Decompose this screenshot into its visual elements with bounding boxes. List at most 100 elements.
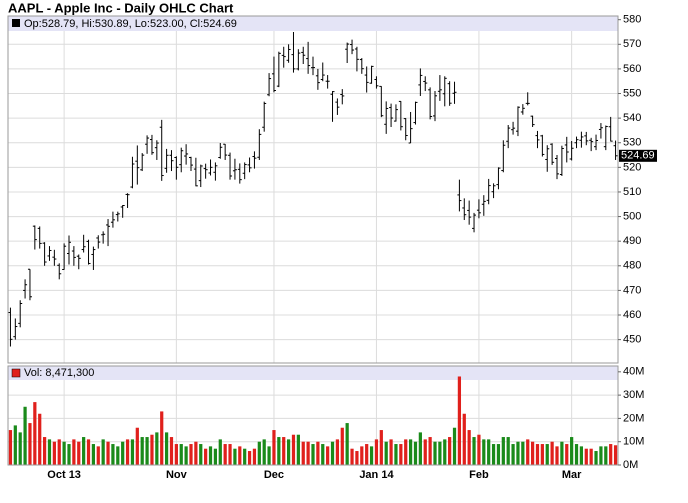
- y-tick-label: 10M: [623, 436, 644, 448]
- last-price-label: 524.69: [621, 150, 655, 162]
- volume-bar: [526, 439, 530, 465]
- volume-bar: [272, 430, 276, 465]
- y-tick-label: 570: [623, 38, 641, 50]
- y-tick-label: 460: [623, 309, 641, 321]
- y-tick-label: 480: [623, 260, 641, 272]
- volume-bar: [189, 444, 193, 465]
- y-tick-label: 450: [623, 334, 641, 346]
- volume-bar: [184, 446, 188, 465]
- volume-bar: [267, 446, 271, 465]
- volume-bar: [511, 444, 515, 465]
- volume-bar: [540, 444, 544, 465]
- x-tick-label: Dec: [264, 469, 284, 481]
- volume-bar: [462, 413, 466, 465]
- volume-bar: [433, 441, 437, 465]
- volume-bar: [487, 439, 491, 465]
- volume-bar: [86, 439, 91, 465]
- y-tick-label: 30M: [623, 389, 644, 401]
- price-header: Op:528.79, Hi:530.89, Lo:523.00, Cl:524.…: [24, 18, 237, 30]
- volume-bar: [145, 437, 149, 465]
- volume-bar: [438, 441, 442, 465]
- volume-bar: [252, 448, 257, 465]
- volume-bar: [106, 441, 110, 465]
- volume-bar: [18, 432, 22, 465]
- volume-bar: [77, 441, 81, 465]
- x-tick-label: Mar: [562, 469, 582, 481]
- volume-bar: [452, 427, 457, 465]
- volume-bar: [399, 444, 403, 465]
- volume-bar: [594, 451, 598, 465]
- volume-bar: [428, 437, 432, 465]
- volume-bar: [213, 448, 218, 465]
- y-tick-label: 0M: [623, 459, 638, 471]
- volume-bar: [160, 411, 164, 465]
- volume-bar: [52, 441, 56, 465]
- volume-bar: [369, 446, 374, 465]
- volume-bar: [413, 441, 418, 465]
- volume-bar: [311, 444, 315, 465]
- volume-bar: [125, 439, 130, 465]
- volume-bar: [247, 451, 252, 465]
- volume-bar: [330, 441, 335, 465]
- price-frame: [7, 15, 619, 364]
- volume-bar: [233, 448, 237, 465]
- volume-bar: [204, 448, 208, 465]
- y-tick-label: 470: [623, 284, 641, 296]
- y-tick-label: 580: [623, 14, 641, 26]
- volume-bar: [408, 439, 413, 465]
- volume-bar: [355, 451, 359, 465]
- volume-bar: [599, 446, 603, 465]
- volume-bar: [13, 425, 17, 465]
- volume-header: Vol: 8,471,300: [24, 367, 94, 379]
- volume-bar: [218, 439, 222, 465]
- volume-bar: [506, 437, 510, 465]
- volume-bar: [448, 437, 452, 465]
- volume-bar: [277, 437, 281, 465]
- volume-bar: [121, 441, 125, 465]
- volume-bar: [223, 444, 227, 465]
- volume-bar: [164, 432, 169, 465]
- last-price-tag: [619, 149, 657, 162]
- volume-bar: [72, 439, 76, 465]
- volume-bar: [62, 441, 66, 465]
- volume-bar: [101, 439, 105, 465]
- volume-bar: [530, 441, 535, 465]
- y-tick-label: 530: [623, 137, 641, 149]
- volume-bar: [472, 437, 476, 465]
- volume-bar: [291, 434, 296, 465]
- volume-bar: [296, 434, 300, 465]
- y-tick-label: 20M: [623, 412, 644, 424]
- volume-bar: [579, 446, 584, 465]
- volume-bar: [257, 441, 261, 465]
- volume-bar: [155, 432, 159, 465]
- volume-bar: [589, 448, 593, 465]
- volume-frame: [7, 365, 619, 466]
- volume-bar: [82, 437, 86, 465]
- volume-bar: [516, 441, 520, 465]
- volume-bar: [23, 406, 27, 465]
- volume-bar: [443, 439, 447, 465]
- volume-bar: [535, 444, 540, 465]
- volume-bar: [545, 444, 549, 465]
- volume-bar: [150, 434, 154, 465]
- volume-bar: [379, 430, 383, 465]
- volume-bar: [262, 439, 266, 465]
- volume-bar: [521, 441, 525, 465]
- volume-bar: [496, 444, 501, 465]
- volume-bar: [140, 437, 144, 465]
- volume-bar: [286, 439, 291, 465]
- volume-bar: [116, 446, 120, 465]
- volume-bar: [365, 444, 369, 465]
- volume-bar: [550, 441, 554, 465]
- volume-bar: [33, 402, 37, 465]
- volume-bar: [482, 439, 486, 465]
- volume-bar: [555, 446, 559, 465]
- volume-bar: [565, 444, 569, 465]
- volume-bar: [208, 446, 213, 465]
- volume-bar: [135, 427, 139, 465]
- y-tick-label: 520: [623, 161, 641, 173]
- volume-bar: [199, 444, 203, 465]
- volume-icon: [11, 368, 21, 378]
- x-tick-label: Nov: [166, 469, 188, 481]
